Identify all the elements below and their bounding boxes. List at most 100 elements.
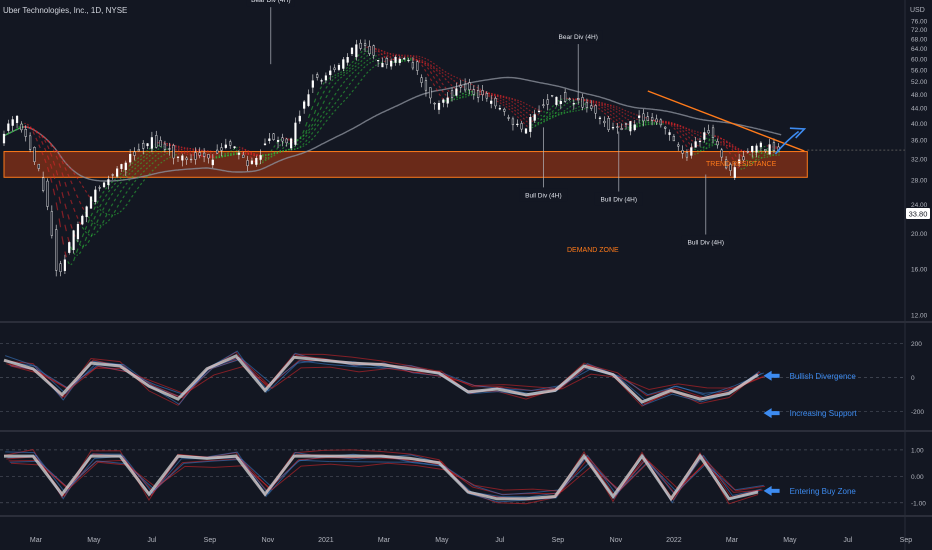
oscillator-2-pane[interactable]: 1.00 0.00 -1.00 Entering Buy Zone (0, 447, 926, 507)
ribbon-segment (41, 151, 44, 156)
ribbon-segment (313, 134, 317, 138)
ribbon-segment (46, 167, 50, 173)
ribbon-segment (70, 167, 73, 171)
ribbon-segment (456, 81, 459, 84)
ribbon-segment (575, 102, 578, 105)
ribbon-segment (427, 62, 430, 65)
ribbon-segment (548, 108, 552, 111)
ribbon-segment (630, 120, 633, 122)
ribbon-segment (319, 106, 323, 111)
ribbon-segment (612, 108, 615, 111)
ribbon-segment (522, 101, 525, 104)
ribbon-segment (743, 167, 746, 170)
ribbon-segment (310, 123, 314, 127)
arrow-head (789, 127, 807, 139)
candle-body (494, 98, 497, 107)
osc-annotation-label: Bullish Divergence (790, 372, 857, 381)
ribbon-segment (377, 58, 380, 60)
ribbon-segment (670, 124, 673, 127)
ribbon-segment (131, 175, 134, 179)
candle-body (468, 82, 471, 90)
ribbon-segment (627, 118, 630, 121)
ribbon-segment (456, 96, 459, 98)
time-axis[interactable]: Mar May Jul Sep Nov 2021 Mar May Jul Sep Nov 2022 Ma… (30, 537, 912, 544)
ribbon-segment (32, 128, 35, 131)
ribbon-segment (174, 148, 177, 151)
candle-body (629, 121, 632, 132)
ribbon-segment (55, 155, 59, 160)
ribbon-segment (511, 104, 514, 107)
ribbon-segment (125, 191, 128, 194)
ribbon-segment (122, 207, 125, 210)
ribbon-segment (612, 112, 615, 115)
ribbon-segment (453, 79, 456, 82)
ribbon-segment (250, 151, 253, 154)
ribbon-segment (679, 124, 682, 127)
ribbon-segment (183, 152, 186, 155)
ribbon-segment (418, 57, 421, 60)
ribbon-segment (55, 170, 59, 176)
ribbon-segment (609, 107, 612, 110)
ribbon-segment (366, 71, 369, 74)
candle-body (698, 140, 702, 143)
ribbon-segment (110, 186, 114, 189)
candle-body (694, 141, 697, 148)
ribbon-segment (35, 130, 38, 133)
ribbon-segment (61, 157, 64, 161)
ribbon-segment (374, 59, 377, 61)
candle-body (407, 59, 410, 62)
ribbon-segment (354, 69, 357, 72)
ribbon-segment (357, 72, 360, 75)
ribbon-segment (453, 75, 456, 78)
ribbon-segment (319, 127, 323, 130)
candle-body (363, 43, 367, 46)
ribbon-segment (157, 144, 160, 147)
candle-body (63, 259, 66, 271)
ribbon-segment (426, 67, 430, 70)
ribbon-segment (26, 123, 30, 126)
ribbon-segment (310, 138, 314, 141)
ribbon-segment (577, 105, 580, 108)
ribbon-segment (424, 62, 427, 65)
ribbon-segment (287, 142, 290, 145)
ribbon-segment (113, 182, 117, 186)
ribbon-segment (160, 146, 163, 149)
ribbon-segment (331, 97, 334, 101)
ribbon-segment (601, 110, 604, 113)
ribbon-segment (569, 105, 572, 108)
oscillator-1-pane[interactable]: 200 0 -200 Bullish Divergence Increasing Sup… (0, 341, 924, 419)
ribbon-segment (557, 99, 560, 102)
ribbon-segment (145, 149, 148, 153)
candle-body (311, 80, 314, 88)
ribbon-segment (737, 151, 740, 154)
candle-body (137, 149, 140, 152)
ribbon-segment (421, 59, 424, 62)
ribbon-segment (682, 139, 685, 143)
ribbon-segment (319, 86, 323, 90)
ribbon-segment (96, 209, 99, 214)
candle-body (381, 63, 384, 68)
candle-body (72, 230, 75, 251)
ribbon-segment (134, 163, 137, 166)
ribbon-segment (136, 164, 140, 167)
ribbon-segment (427, 64, 430, 67)
candle-body (46, 180, 49, 207)
price-tick-label: 36.00 (911, 138, 928, 145)
ribbon-segment (551, 105, 554, 108)
ribbon-segment (450, 83, 453, 87)
ribbon-segment (766, 147, 769, 150)
ribbon-segment (566, 107, 569, 110)
ribbon-segment (737, 147, 740, 150)
ribbon-segment (592, 103, 595, 106)
candle-body (285, 138, 288, 144)
ribbon-segment (61, 160, 64, 165)
candle-body (572, 103, 575, 105)
ribbon-segment (35, 137, 38, 142)
ribbon-segment (316, 102, 320, 107)
ribbon-segment (58, 163, 62, 168)
ribbon-segment (708, 144, 711, 147)
ribbon-segment (131, 166, 134, 169)
demand-zone-rect (3, 151, 808, 178)
ribbon-segment (569, 110, 572, 112)
